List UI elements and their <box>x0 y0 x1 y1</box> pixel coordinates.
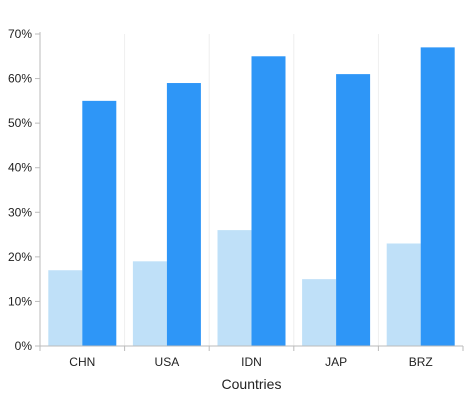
bars-layer <box>48 47 455 347</box>
bar-usa-series-1 <box>132 261 167 346</box>
y-tick-label: 70% <box>8 27 32 41</box>
x-axis-ticks: CHN USA IDN JAP BRZ <box>39 346 464 369</box>
grid-layer <box>124 34 379 346</box>
bar-usa-series-2 <box>166 83 201 347</box>
bar-jap-series-1 <box>302 279 337 346</box>
bar-jap-series-2 <box>336 74 371 346</box>
axes-layer <box>39 32 463 347</box>
bar-brz-series-1 <box>386 243 421 346</box>
bar-chn-series-1 <box>48 270 83 346</box>
y-tick-label: 40% <box>8 161 32 175</box>
y-axis-ticks: 0% 10% 20% 30% 40% 50% 60% 70% <box>8 27 40 353</box>
x-category-label: BRZ <box>409 355 433 369</box>
bar-brz-series-2 <box>420 47 455 346</box>
y-tick-label: 30% <box>8 205 32 219</box>
y-tick-label: 10% <box>8 294 32 308</box>
y-tick-label: 0% <box>15 339 33 353</box>
y-tick-label: 50% <box>8 116 32 130</box>
y-tick-label: 60% <box>8 72 32 86</box>
x-category-label: CHN <box>69 355 95 369</box>
bar-chn-series-2 <box>82 100 117 346</box>
bar-idn-series-1 <box>217 230 252 346</box>
x-category-label: IDN <box>241 355 262 369</box>
x-axis-title: Countries <box>222 376 282 392</box>
x-category-label: JAP <box>325 355 347 369</box>
bar-idn-series-2 <box>251 56 286 347</box>
x-category-label: USA <box>155 355 180 369</box>
y-tick-label: 20% <box>8 250 32 264</box>
